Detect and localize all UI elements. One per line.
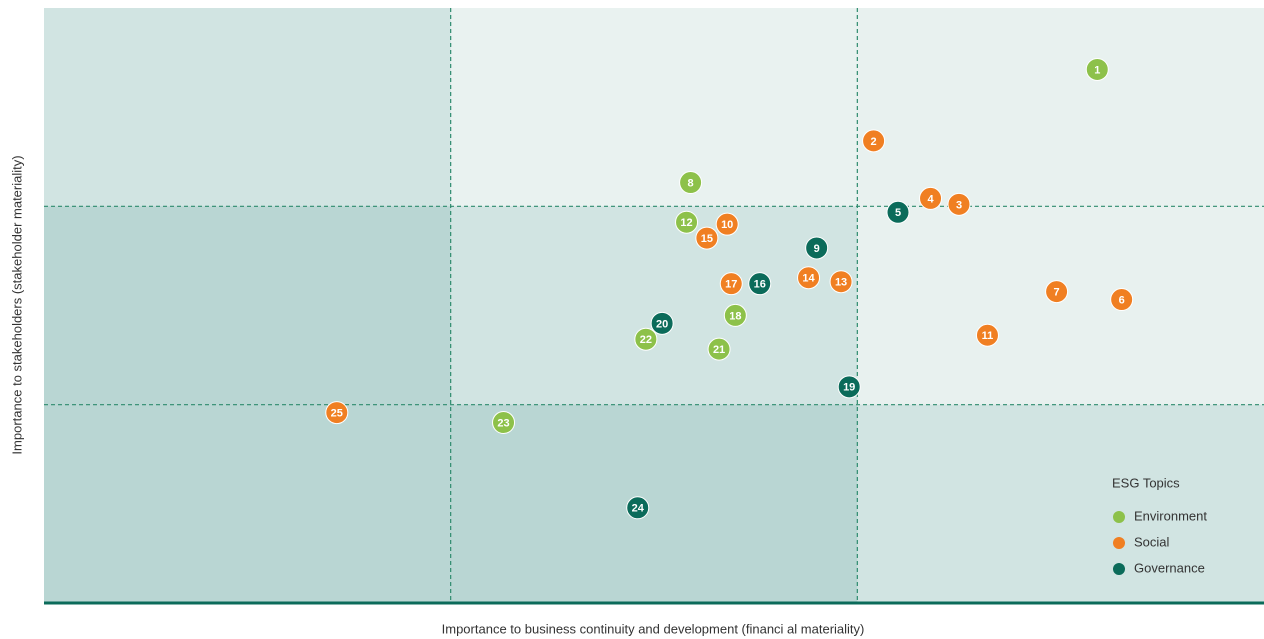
data-point (492, 411, 516, 435)
data-point (919, 186, 943, 210)
data-point (862, 129, 886, 153)
point-label: 2 (871, 136, 877, 148)
point-label: 7 (1054, 287, 1060, 299)
point-label: 3 (956, 199, 962, 211)
y-axis-label: Importance to stakeholders (stakeholder … (9, 155, 24, 454)
x-axis-label: Importance to business continuity and de… (442, 621, 865, 636)
quadrant (857, 404, 1264, 604)
data-point (1110, 288, 1134, 312)
data-point (626, 496, 650, 520)
data-point (748, 272, 772, 296)
data-point (719, 272, 743, 296)
data-point (675, 210, 699, 234)
quadrant (450, 206, 858, 406)
legend-label: Environment (1134, 508, 1207, 523)
point-label: 18 (729, 310, 741, 322)
data-point (650, 311, 674, 335)
point-label: 9 (814, 243, 820, 255)
data-point (679, 171, 703, 195)
data-point (715, 212, 739, 236)
point-label: 10 (721, 219, 733, 231)
quadrant (857, 206, 1264, 406)
quadrant (857, 8, 1264, 207)
legend-label: Governance (1134, 560, 1205, 575)
point-label: 17 (725, 279, 737, 291)
data-point (886, 200, 910, 224)
point-label: 8 (688, 177, 694, 189)
quadrant (44, 404, 452, 604)
legend-swatch (1113, 537, 1125, 549)
legend-label: Social (1134, 534, 1170, 549)
data-point (634, 327, 658, 351)
point-label: 13 (835, 277, 847, 289)
quadrants (44, 8, 1264, 604)
point-label: 25 (331, 408, 343, 420)
point-label: 24 (632, 503, 645, 515)
data-point (837, 375, 861, 399)
point-label: 1 (1094, 64, 1100, 76)
quadrant (450, 404, 858, 604)
point-label: 23 (497, 417, 509, 429)
data-point (829, 270, 853, 294)
point-label: 15 (701, 233, 713, 245)
quadrant (44, 8, 452, 207)
point-label: 21 (713, 344, 725, 356)
data-point (325, 401, 349, 425)
point-label: 14 (802, 273, 815, 285)
point-label: 19 (843, 382, 855, 394)
quadrant (450, 8, 858, 207)
point-label: 6 (1119, 294, 1125, 306)
legend-title: ESG Topics (1112, 475, 1180, 490)
quadrant (44, 206, 452, 406)
data-point (695, 226, 719, 250)
data-point (1045, 280, 1069, 304)
legend-swatch (1113, 563, 1125, 575)
point-label: 4 (927, 193, 934, 205)
point-label: 12 (680, 217, 692, 229)
point-label: 5 (895, 207, 901, 219)
point-label: 22 (640, 334, 652, 346)
data-point (723, 303, 747, 327)
point-label: 16 (754, 279, 766, 291)
data-point (805, 236, 829, 260)
data-point (707, 337, 731, 361)
point-label: 20 (656, 318, 668, 330)
data-point (1085, 57, 1109, 81)
data-point (947, 192, 971, 216)
data-point (797, 266, 821, 290)
legend-swatch (1113, 511, 1125, 523)
point-label: 11 (982, 330, 994, 342)
data-point (975, 323, 999, 347)
